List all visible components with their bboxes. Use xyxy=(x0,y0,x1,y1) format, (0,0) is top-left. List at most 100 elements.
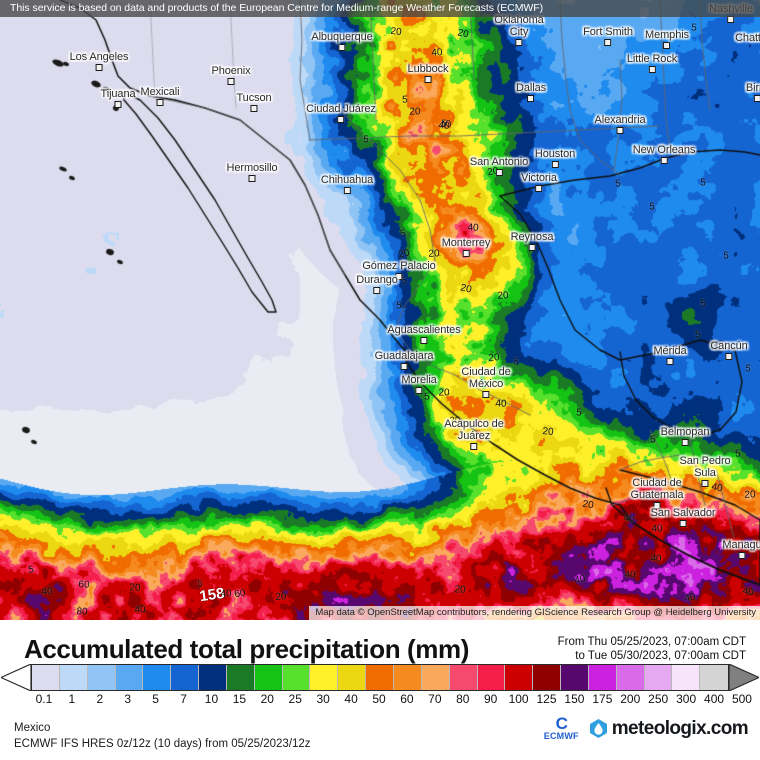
city-label[interactable]: Phoenix xyxy=(211,65,251,85)
scale-tick: 7 xyxy=(180,692,187,706)
scale-tick: 1 xyxy=(68,692,76,706)
city-label[interactable]: Ciudad Juárez xyxy=(306,103,376,123)
scale-band xyxy=(533,665,562,690)
contour-value: 5 xyxy=(648,201,656,213)
city-name: Houston xyxy=(534,148,576,160)
city-label[interactable]: Lubbock xyxy=(408,63,449,83)
city-label[interactable]: Reynosa xyxy=(511,231,553,251)
city-label[interactable]: Little Rock xyxy=(627,53,677,73)
city-label[interactable]: Monterrey xyxy=(442,237,490,257)
city-marker-icon xyxy=(338,44,346,51)
contour-value: 5 xyxy=(649,434,657,446)
city-label[interactable]: Acapulco de Juárez xyxy=(444,418,504,450)
contour-value: 60 xyxy=(78,579,90,591)
contour-value: 40 xyxy=(573,573,587,587)
city-name: Lubbock xyxy=(407,63,449,75)
city-label[interactable]: Mexicali xyxy=(141,86,180,106)
city-label[interactable]: Managu xyxy=(722,539,760,559)
contour-value: 20 xyxy=(456,27,470,41)
city-label[interactable]: San Salvador xyxy=(651,507,716,527)
ecmwf-logo-label: ECMWF xyxy=(543,731,579,741)
city-label[interactable]: Birm xyxy=(746,82,760,102)
city-label[interactable]: Gómez Palacio xyxy=(362,260,436,280)
city-label[interactable]: Morelia xyxy=(401,374,437,394)
contour-value: 40 xyxy=(495,398,507,410)
scale-tick: 300 xyxy=(676,692,697,706)
scale-tick: 400 xyxy=(704,692,725,706)
precipitation-map[interactable]: Los Angeles Tijuana Mexicali Phoenix Tucson A… xyxy=(0,0,760,620)
city-name: Cancún xyxy=(710,340,748,352)
city-name: Chihuahua xyxy=(320,174,374,186)
map-render-canvas[interactable] xyxy=(0,0,760,620)
city-label[interactable]: Fort Smith xyxy=(583,26,633,46)
city-marker-icon xyxy=(660,157,668,164)
scale-band xyxy=(87,665,116,690)
city-name: Morelia xyxy=(401,374,437,386)
city-name: Belmopan xyxy=(660,426,710,438)
title-row: Accumulated total precipitation (mm) Fro… xyxy=(0,634,760,668)
contour-value: 40 xyxy=(622,512,636,526)
city-label[interactable]: Ciudad de Guatemala xyxy=(630,477,684,509)
contour-value: 80 xyxy=(76,606,88,618)
scale-tick: 80 xyxy=(456,692,470,706)
city-marker-icon xyxy=(250,105,258,112)
city-label[interactable]: Los Angeles xyxy=(70,51,129,71)
scale-band xyxy=(59,665,88,690)
city-label[interactable]: Ciudad de México xyxy=(461,366,511,398)
city-name: Los Angeles xyxy=(69,51,129,63)
meteologix-logo[interactable]: meteologix.com xyxy=(588,717,749,740)
scale-band xyxy=(115,665,144,690)
city-name: Mérida xyxy=(653,345,687,357)
contour-value: 40 xyxy=(683,591,697,605)
contour-value: 20 xyxy=(275,591,287,603)
city-name: Ciudad de Guatemala xyxy=(630,477,684,501)
city-label[interactable]: Hermosillo xyxy=(227,162,278,182)
city-label[interactable]: Victoria xyxy=(521,172,557,192)
city-label[interactable]: Dallas xyxy=(516,82,546,102)
city-label[interactable]: Memphis xyxy=(645,29,689,49)
city-label[interactable]: Tijuana xyxy=(101,88,136,108)
city-label[interactable]: Tucson xyxy=(236,92,272,112)
city-name: Hermosillo xyxy=(226,162,278,174)
city-label[interactable]: Albuquerque xyxy=(311,31,373,51)
city-marker-icon xyxy=(753,95,760,102)
contour-value: 40 xyxy=(650,553,662,565)
city-label[interactable]: Mérida xyxy=(653,345,687,365)
scale-band xyxy=(310,665,339,690)
contour-value: 5 xyxy=(363,134,369,146)
scale-band xyxy=(393,665,422,690)
contour-value: 20 xyxy=(438,387,450,399)
city-label[interactable]: Chattan xyxy=(735,32,760,44)
city-label[interactable]: San Pedro Sula xyxy=(679,455,731,487)
city-label[interactable]: Durango xyxy=(356,274,398,294)
scale-band xyxy=(32,665,60,690)
contour-value: 20 xyxy=(409,106,421,118)
city-label[interactable]: New Orleans xyxy=(633,144,695,164)
city-label[interactable]: San Antonio xyxy=(470,156,528,176)
city-marker-icon xyxy=(482,391,490,398)
scale-band xyxy=(254,665,283,690)
contour-value: 20 xyxy=(497,290,509,302)
meteologix-wordmark: meteologix.com xyxy=(611,717,749,739)
ecmwf-disclaimer-banner: This service is based on data and produc… xyxy=(0,0,760,17)
city-label[interactable]: Chihuahua xyxy=(321,174,373,194)
city-label[interactable]: Oklahoma City xyxy=(494,14,544,46)
contour-value: 40 xyxy=(41,586,53,598)
color-scale-ticks: 0.1 1 2 3 5 7 10 15 20 25 30 40 50 60 70 80 90 100 125 150 1… xyxy=(0,692,760,712)
city-marker-icon xyxy=(420,337,428,344)
city-label[interactable]: Alexandria xyxy=(595,114,646,134)
city-label[interactable]: Belmopan xyxy=(660,426,710,446)
city-label[interactable]: Houston xyxy=(535,148,575,168)
contour-value: 60 xyxy=(233,587,247,601)
scale-tick: 200 xyxy=(620,692,641,706)
city-label[interactable]: Aguascalientes xyxy=(387,324,461,344)
city-name: Oklahoma City xyxy=(494,14,544,38)
color-scale-bands xyxy=(31,664,729,691)
city-label[interactable]: Cancún xyxy=(710,340,748,360)
city-name: Acapulco de Juárez xyxy=(444,418,504,442)
city-label[interactable]: Guadalajara xyxy=(375,350,434,370)
model-info: Mexico ECMWF IFS HRES 0z/12z (10 days) f… xyxy=(14,720,311,752)
city-marker-icon xyxy=(701,480,709,487)
city-marker-icon xyxy=(337,116,345,123)
